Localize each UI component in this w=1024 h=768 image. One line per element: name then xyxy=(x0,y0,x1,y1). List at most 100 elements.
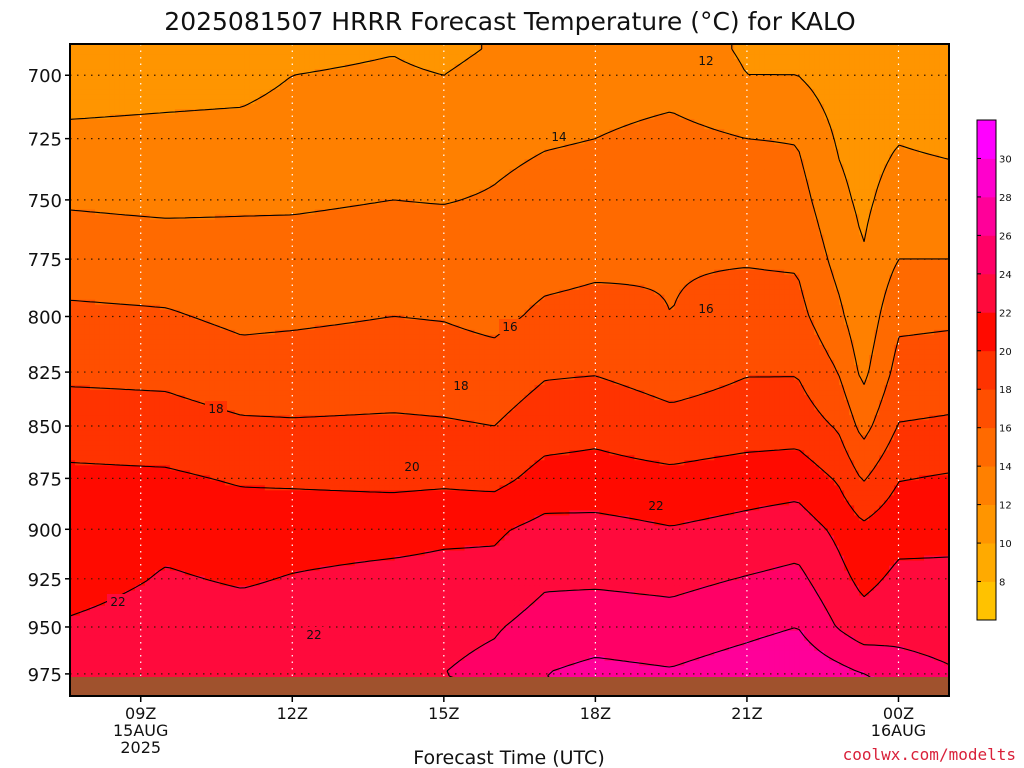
field-cell xyxy=(405,54,411,60)
field-cell xyxy=(105,59,111,65)
field-cell xyxy=(579,129,585,135)
field-cell xyxy=(869,84,875,90)
field-cell xyxy=(475,139,481,145)
field-cell xyxy=(889,179,895,185)
field-cell xyxy=(934,79,940,85)
field-cell xyxy=(679,144,685,150)
field-cell xyxy=(150,129,156,135)
field-cell xyxy=(130,179,136,185)
field-cell xyxy=(190,179,196,185)
field-cell xyxy=(150,99,156,105)
field-cell xyxy=(155,134,161,140)
field-cell xyxy=(95,94,101,100)
field-cell xyxy=(480,119,486,125)
field-cell xyxy=(834,109,840,115)
field-cell xyxy=(934,139,940,145)
field-cell xyxy=(569,129,575,135)
field-cell xyxy=(539,159,545,165)
field-cell xyxy=(460,154,466,160)
field-cell xyxy=(934,99,940,105)
field-cell xyxy=(465,179,471,185)
field-cell xyxy=(235,179,241,185)
field-cell xyxy=(365,124,371,130)
field-cell xyxy=(709,94,715,100)
field-cell xyxy=(370,99,376,105)
field-cell xyxy=(694,169,700,175)
field-cell xyxy=(614,139,620,145)
field-cell xyxy=(420,84,426,90)
field-cell xyxy=(350,49,356,55)
field-cell xyxy=(395,184,401,190)
field-cell xyxy=(799,64,805,70)
field-cell xyxy=(814,144,820,150)
field-cell xyxy=(230,179,236,185)
field-cell xyxy=(490,99,496,105)
field-cell xyxy=(360,114,366,120)
field-cell xyxy=(115,64,121,70)
field-cell xyxy=(250,119,256,125)
field-cell xyxy=(170,89,176,95)
field-cell xyxy=(300,59,306,65)
field-cell xyxy=(445,149,451,155)
field-cell xyxy=(614,159,620,165)
field-cell xyxy=(524,179,530,185)
field-cell xyxy=(564,179,570,185)
field-cell xyxy=(679,124,685,130)
field-cell xyxy=(659,134,665,140)
field-cell xyxy=(265,134,271,140)
field-cell xyxy=(410,49,416,55)
field-cell xyxy=(400,79,406,85)
field-cell xyxy=(265,164,271,170)
field-cell xyxy=(784,69,790,75)
field-cell xyxy=(599,99,605,105)
field-cell xyxy=(310,159,316,165)
field-cell xyxy=(165,119,171,125)
field-cell xyxy=(854,149,860,155)
field-cell xyxy=(475,129,481,135)
field-cell xyxy=(544,164,550,170)
field-cell xyxy=(809,99,815,105)
field-cell xyxy=(839,134,845,140)
field-cell xyxy=(714,179,720,185)
field-cell xyxy=(320,164,326,170)
field-cell xyxy=(934,129,940,135)
field-cell xyxy=(834,114,840,120)
field-cell xyxy=(510,104,516,110)
field-cell xyxy=(879,124,885,130)
field-cell xyxy=(315,179,321,185)
field-cell xyxy=(470,159,476,165)
field-cell xyxy=(644,159,650,165)
field-cell xyxy=(759,89,765,95)
field-cell xyxy=(275,129,281,135)
field-cell xyxy=(375,124,381,130)
field-cell xyxy=(330,99,336,105)
field-cell xyxy=(769,94,775,100)
field-cell xyxy=(689,49,695,55)
field-cell xyxy=(460,104,466,110)
field-cell xyxy=(939,174,945,180)
field-cell xyxy=(514,144,520,150)
field-cell xyxy=(185,139,191,145)
field-cell xyxy=(559,59,565,65)
field-cell xyxy=(869,129,875,135)
field-cell xyxy=(100,184,106,190)
field-cell xyxy=(869,54,875,60)
field-cell xyxy=(584,174,590,180)
field-cell xyxy=(844,159,850,165)
field-cell xyxy=(764,104,770,110)
field-cell xyxy=(584,54,590,60)
field-cell xyxy=(934,89,940,95)
field-cell xyxy=(205,174,211,180)
field-cell xyxy=(589,84,595,90)
field-cell xyxy=(524,149,530,155)
field-cell xyxy=(90,84,96,90)
field-cell xyxy=(460,84,466,90)
field-cell xyxy=(884,89,890,95)
field-cell xyxy=(450,104,456,110)
field-cell xyxy=(569,109,575,115)
field-cell xyxy=(150,119,156,125)
field-cell xyxy=(500,129,506,135)
field-cell xyxy=(350,94,356,100)
field-cell xyxy=(355,114,361,120)
field-cell xyxy=(934,119,940,125)
